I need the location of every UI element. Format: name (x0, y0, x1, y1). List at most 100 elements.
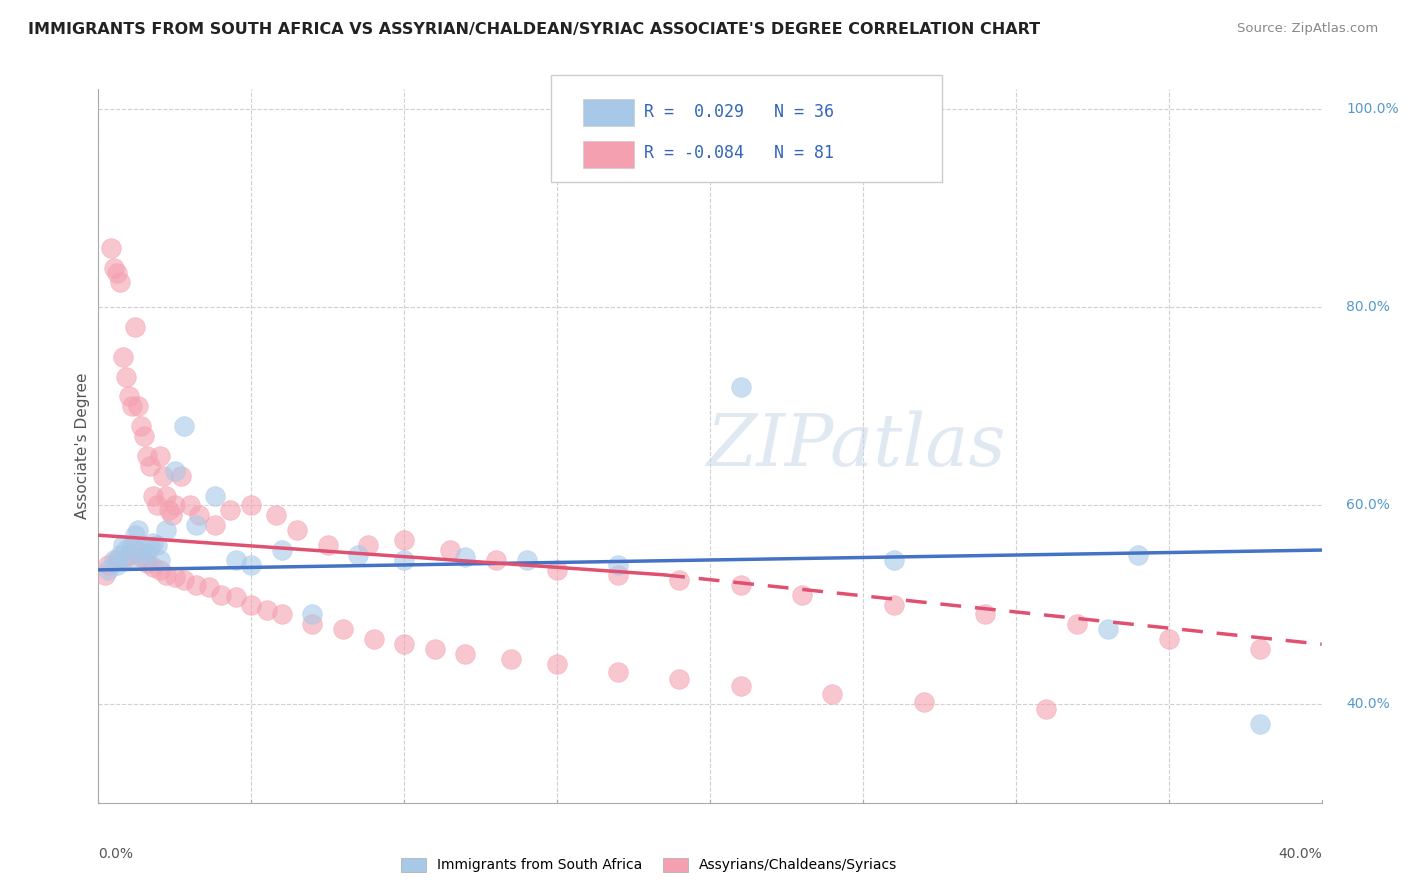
Point (821, 687, 844, 701)
Point (173, 573, 195, 587)
FancyBboxPatch shape (583, 141, 634, 168)
Point (204, 518, 226, 533)
Text: 0.0%: 0.0% (98, 847, 134, 862)
Point (219, 503, 242, 517)
Point (730, 379, 752, 393)
Point (974, 607, 997, 622)
Point (127, 523, 149, 537)
Legend: Immigrants from South Africa, Assyrians/Chaldeans/Syriacs: Immigrants from South Africa, Assyrians/… (395, 852, 903, 878)
Point (607, 665, 630, 679)
Point (883, 553, 905, 567)
Point (454, 549, 477, 564)
Point (485, 553, 508, 567)
Text: Source: ZipAtlas.com: Source: ZipAtlas.com (1237, 22, 1378, 36)
Point (149, 563, 172, 577)
Point (124, 320, 146, 334)
Point (1249, 642, 1271, 657)
Point (136, 556, 159, 570)
Point (100, 241, 122, 255)
Point (668, 672, 690, 686)
Point (1157, 632, 1180, 647)
Point (546, 657, 568, 671)
Point (347, 548, 370, 562)
Point (730, 578, 752, 592)
FancyBboxPatch shape (551, 75, 942, 182)
Point (149, 449, 172, 463)
Point (501, 652, 523, 666)
Point (332, 623, 354, 637)
Point (197, 580, 219, 594)
Point (129, 549, 152, 564)
Point (607, 567, 630, 582)
Point (155, 523, 177, 537)
Point (301, 617, 323, 632)
Point (1066, 617, 1088, 632)
Point (105, 558, 128, 572)
Point (730, 679, 752, 693)
Point (97, 558, 120, 572)
Point (225, 590, 247, 604)
Point (1249, 716, 1271, 731)
Point (105, 266, 128, 280)
Point (301, 607, 323, 622)
Point (204, 489, 226, 503)
Point (170, 468, 193, 483)
Point (668, 573, 690, 587)
Point (607, 558, 630, 572)
Point (285, 523, 308, 537)
Point (129, 419, 152, 434)
Point (516, 553, 538, 567)
Point (240, 558, 263, 572)
Point (139, 458, 162, 473)
Point (145, 499, 167, 513)
Point (1128, 548, 1150, 562)
Point (454, 647, 477, 661)
Point (163, 464, 186, 478)
Point (118, 548, 141, 562)
Point (173, 419, 195, 434)
Point (115, 369, 138, 384)
Point (155, 567, 177, 582)
Point (118, 389, 141, 403)
Point (1035, 701, 1057, 715)
Text: R =  0.029   N = 36: R = 0.029 N = 36 (644, 103, 834, 121)
Point (108, 276, 131, 290)
Point (136, 546, 159, 560)
Point (105, 553, 128, 567)
Point (240, 499, 263, 513)
Point (163, 570, 186, 584)
Point (392, 533, 416, 548)
Point (103, 260, 125, 275)
Point (546, 563, 568, 577)
Point (392, 637, 416, 651)
Point (186, 518, 208, 533)
Point (188, 508, 211, 523)
Point (1097, 623, 1119, 637)
Point (423, 642, 446, 657)
Text: R = -0.084   N = 81: R = -0.084 N = 81 (644, 145, 834, 162)
Point (264, 508, 287, 523)
Point (155, 489, 177, 503)
Point (115, 543, 138, 558)
Point (142, 489, 165, 503)
Point (790, 588, 813, 602)
Text: IMMIGRANTS FROM SOUTH AFRICA VS ASSYRIAN/CHALDEAN/SYRIAC ASSOCIATE'S DEGREE CORR: IMMIGRANTS FROM SOUTH AFRICA VS ASSYRIAN… (28, 22, 1040, 37)
Text: 60.0%: 60.0% (1346, 499, 1391, 513)
Point (129, 543, 152, 558)
Point (152, 468, 174, 483)
Point (103, 553, 125, 567)
Point (392, 553, 416, 567)
Point (121, 400, 143, 414)
Point (136, 449, 159, 463)
Point (316, 538, 339, 552)
Point (270, 543, 292, 558)
Point (124, 543, 146, 558)
Point (142, 560, 165, 574)
Point (134, 549, 156, 564)
Point (883, 598, 905, 612)
Point (142, 536, 165, 550)
Point (97, 563, 120, 577)
Point (209, 588, 232, 602)
Point (124, 528, 146, 542)
Point (145, 538, 167, 552)
